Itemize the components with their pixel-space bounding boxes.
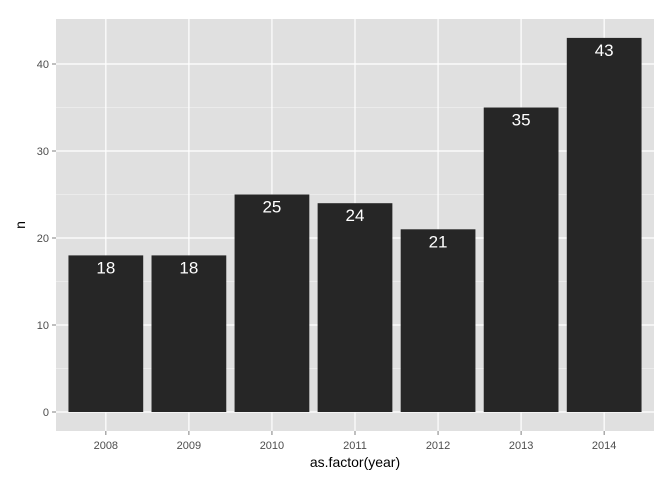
x-tick-label: 2012: [426, 440, 450, 452]
x-axis: 2008 2009 2010 2011 2012 2013 2014: [94, 431, 616, 452]
y-tick-label: 30: [37, 146, 49, 158]
bar: [151, 255, 227, 412]
bar-value-label: 18: [179, 258, 198, 277]
x-tick-label: 2008: [94, 440, 118, 452]
x-axis-title: as.factor(year): [310, 454, 400, 470]
bar-value-label: 35: [512, 111, 531, 130]
x-tick-label: 2014: [592, 440, 616, 452]
y-tick-label: 0: [43, 407, 49, 419]
bar: [234, 194, 310, 412]
y-tick-label: 10: [37, 320, 49, 332]
bar-value-label: 24: [346, 206, 365, 225]
x-tick-label: 2013: [509, 440, 533, 452]
x-tick-label: 2011: [343, 440, 367, 452]
bar: [317, 203, 393, 412]
bars: [68, 37, 642, 413]
bar: [483, 107, 559, 412]
x-tick-label: 2009: [177, 440, 201, 452]
bar: [566, 37, 642, 413]
bar-value-labels: 18 18 25 24 21 35 43: [96, 41, 614, 277]
bar-value-label: 43: [595, 41, 614, 60]
y-tick-label: 20: [37, 233, 49, 245]
y-axis: 0 10 20 30 40: [37, 59, 56, 419]
bar: [68, 255, 144, 412]
bar-value-label: 18: [96, 258, 115, 277]
bar: [400, 229, 476, 412]
x-tick-label: 2010: [260, 440, 284, 452]
y-tick-label: 40: [37, 59, 49, 71]
bar-value-label: 21: [429, 232, 448, 251]
bar-value-label: 25: [262, 198, 281, 217]
y-axis-title: n: [12, 221, 28, 229]
